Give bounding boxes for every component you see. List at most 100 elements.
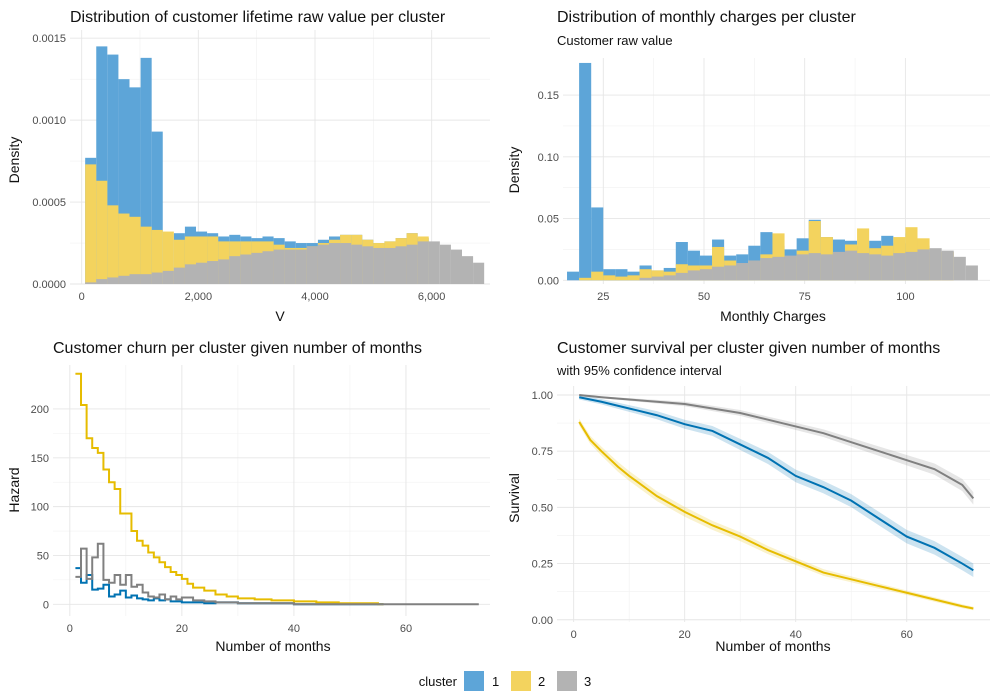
line-cluster-1 (75, 567, 384, 606)
bar-cluster-3 (85, 282, 97, 284)
bar-cluster-3 (317, 244, 329, 284)
bar-cluster-3 (107, 277, 119, 284)
bar-cluster-1 (129, 87, 141, 285)
bar-cluster-3 (893, 253, 906, 281)
bar-cluster-3 (251, 252, 263, 284)
bar-cluster-3 (118, 275, 130, 284)
bar-cluster-1 (603, 269, 616, 281)
chart-title: Customer survival per cluster given numb… (557, 340, 940, 357)
bar-cluster-3 (340, 243, 352, 284)
bar-cluster-3 (284, 249, 296, 284)
bar-cluster-3 (953, 256, 966, 281)
x-tick-label: 50 (698, 291, 710, 303)
bar-cluster-3 (417, 241, 429, 284)
bar-cluster-1 (118, 79, 130, 285)
bar-cluster-2 (96, 180, 108, 284)
line-cluster-3 (579, 393, 975, 500)
marks (75, 372, 479, 606)
panel-monthly-charges: 25 50 75 100 0.00 0.05 0.10 0.15 Distribution o… (506, 9, 990, 324)
marks (85, 46, 485, 285)
bar-cluster-2 (184, 236, 196, 284)
bar-cluster-3 (306, 246, 318, 284)
bar-cluster-3 (196, 262, 208, 284)
bar-cluster-2 (85, 164, 97, 284)
bar-cluster-2 (140, 226, 152, 284)
x-tick-label: 0 (571, 629, 577, 641)
x-tick-label: 0 (67, 623, 73, 635)
marks (578, 393, 975, 611)
x-axis-label: Number of months (715, 638, 830, 654)
bar-cluster-3 (151, 272, 163, 284)
bar-cluster-3 (675, 272, 688, 281)
bar-cluster-3 (406, 244, 418, 284)
y-axis-label: Density (6, 137, 22, 184)
bar-cluster-2 (207, 236, 219, 284)
bar-cluster-2 (639, 269, 652, 281)
bar-cluster-2 (118, 213, 130, 284)
line-cluster-2 (75, 372, 384, 606)
bar-cluster-3 (439, 244, 451, 284)
bar-cluster-1 (579, 62, 592, 281)
bar-cluster-3 (736, 263, 749, 281)
x-axis-label: Number of months (215, 638, 330, 654)
bar-cluster-3 (373, 247, 385, 284)
bar-cluster-3 (473, 262, 485, 284)
x-tick-label: 2,000 (185, 291, 213, 303)
panel-churn-hazard: 0 20 40 60 0 50 100 150 200 Customer churn per c… (6, 340, 490, 654)
y-tick-label: 150 (31, 453, 49, 465)
line-cluster-1 (579, 396, 974, 572)
y-tick-label: 50 (37, 550, 49, 562)
bar-cluster-3 (162, 270, 174, 284)
bar-cluster-3 (218, 259, 230, 284)
bar-cluster-3 (184, 264, 196, 284)
x-tick-label: 25 (597, 291, 609, 303)
bar-cluster-2 (579, 277, 592, 281)
bar-cluster-1 (140, 57, 152, 284)
bar-cluster-1 (591, 207, 604, 281)
bar-cluster-3 (820, 254, 833, 281)
legend-title: cluster (419, 674, 458, 689)
y-tick-label: 100 (31, 502, 49, 514)
bar-cluster-3 (699, 269, 713, 281)
bar-cluster-3 (229, 256, 241, 284)
bar-cluster-2 (651, 270, 664, 281)
bar-cluster-3 (384, 247, 396, 284)
bar-cluster-3 (941, 250, 954, 281)
bar-cluster-2 (196, 236, 208, 284)
y-tick-label: 0.0010 (32, 115, 66, 127)
y-tick-label: 0.0005 (32, 197, 66, 209)
y-tick-label: 0.10 (538, 152, 559, 164)
bar-cluster-2 (151, 229, 163, 284)
bar-cluster-3 (140, 274, 152, 284)
bar-cluster-3 (651, 276, 664, 281)
y-tick-label: 1.00 (532, 390, 553, 402)
legend-label-1: 1 (492, 674, 499, 689)
x-tick-label: 4,000 (301, 291, 329, 303)
panel-survival: 0 20 40 60 0.00 0.25 0.50 0.75 1.00 Customer sur… (506, 340, 990, 654)
legend-key-3 (557, 671, 577, 691)
bar-cluster-3 (772, 256, 785, 281)
bar-cluster-3 (724, 265, 737, 281)
x-tick-label: 6,000 (418, 291, 446, 303)
x-tick-label: 100 (896, 291, 914, 303)
chart-title: Distribution of customer lifetime raw va… (70, 9, 446, 26)
bar-cluster-3 (240, 254, 252, 284)
bar-cluster-3 (351, 244, 363, 284)
bar-cluster-3 (262, 251, 274, 284)
grid: 0 20 40 60 0 50 100 150 200 (31, 365, 490, 635)
y-tick-label: 0.25 (532, 559, 553, 571)
y-tick-label: 0.15 (538, 90, 559, 102)
y-tick-label: 0.75 (532, 446, 553, 458)
legend: cluster 1 2 3 (419, 671, 591, 691)
chart-subtitle: Customer raw value (557, 33, 673, 48)
y-axis-label: Survival (506, 473, 522, 523)
chart-subtitle: with 95% confidence interval (556, 363, 722, 378)
bar-cluster-2 (107, 205, 119, 284)
y-axis-label: Density (506, 147, 522, 194)
ribbon-cluster-2 (579, 418, 974, 611)
x-tick-label: 40 (288, 623, 300, 635)
bar-cluster-1 (107, 54, 119, 285)
y-tick-label: 0.00 (538, 275, 559, 287)
bar-cluster-1 (615, 269, 628, 281)
